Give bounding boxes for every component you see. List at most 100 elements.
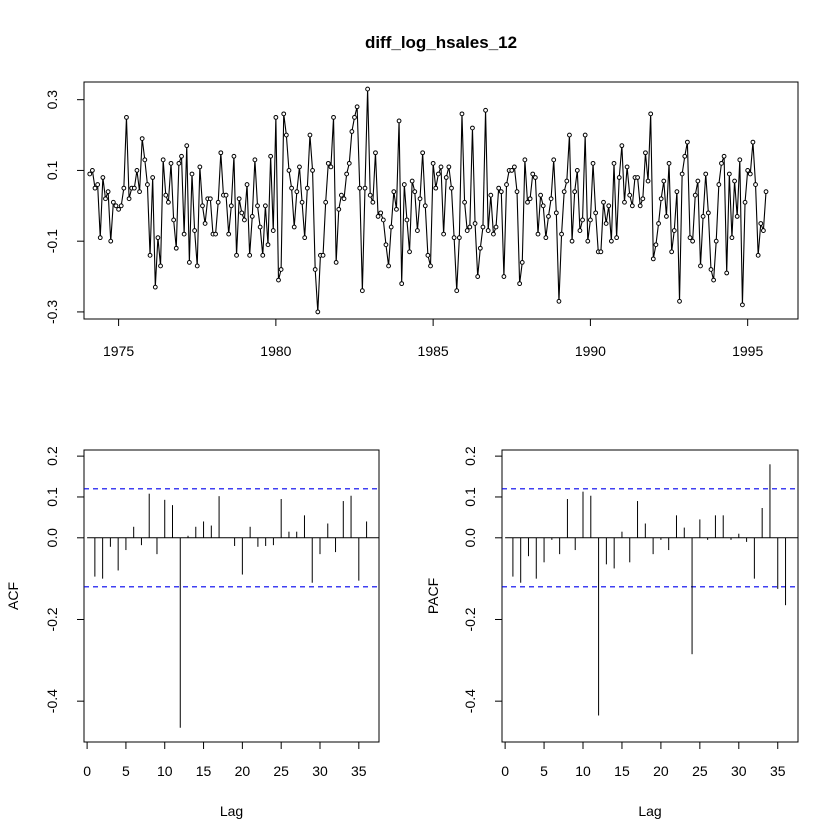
data-point <box>737 157 743 163</box>
data-point <box>472 221 478 226</box>
x-tick-label: 5 <box>540 763 548 779</box>
data-point <box>488 192 494 198</box>
data-point <box>370 199 376 205</box>
data-point <box>286 168 292 173</box>
data-point <box>635 175 640 180</box>
x-tick-label: 30 <box>731 763 747 779</box>
data-point <box>747 171 753 177</box>
data-point <box>378 210 384 216</box>
data-point <box>281 111 287 117</box>
data-point <box>399 281 405 287</box>
data-point <box>425 252 431 258</box>
data-point <box>459 111 465 117</box>
data-point <box>446 164 452 170</box>
x-axis-label: Lag <box>220 803 243 819</box>
data-point <box>226 231 232 237</box>
data-point <box>239 210 245 216</box>
data-point <box>509 168 515 173</box>
data-point <box>708 267 714 272</box>
data-point <box>118 203 124 209</box>
data-point <box>367 192 373 198</box>
x-tick-label: 0 <box>501 763 509 779</box>
data-point <box>189 171 195 177</box>
data-point <box>302 235 308 241</box>
y-tick-label: 0.3 <box>44 90 60 110</box>
data-point <box>137 189 142 195</box>
data-point <box>291 224 297 230</box>
data-point <box>176 160 182 166</box>
data-point <box>428 263 433 269</box>
data-point <box>561 189 567 195</box>
data-point <box>244 182 250 187</box>
data-point <box>761 228 766 233</box>
data-point <box>616 175 622 180</box>
data-point <box>682 153 688 159</box>
data-point <box>726 171 732 177</box>
data-point <box>105 189 111 195</box>
data-point <box>608 238 614 244</box>
x-tick-label: 0 <box>83 763 91 779</box>
data-point <box>593 210 599 216</box>
data-point <box>719 160 724 166</box>
data-point <box>228 203 234 209</box>
y-tick-label: -0.4 <box>462 689 478 713</box>
data-point <box>391 189 397 195</box>
data-point <box>299 199 305 205</box>
data-point <box>181 231 187 237</box>
data-point <box>304 185 310 191</box>
data-point <box>493 224 499 230</box>
data-point <box>535 231 541 237</box>
data-point <box>270 228 276 233</box>
y-tick-label: -0.3 <box>44 300 60 324</box>
data-point <box>331 114 336 120</box>
x-tick-label: 1995 <box>732 343 763 359</box>
data-point <box>574 168 580 173</box>
data-point <box>289 185 294 191</box>
data-point <box>179 153 184 159</box>
data-point <box>703 171 709 177</box>
data-point <box>532 175 538 180</box>
x-tick-label: 15 <box>196 763 212 779</box>
data-point <box>540 203 546 209</box>
data-point <box>742 199 748 205</box>
data-point <box>585 238 591 244</box>
data-point <box>713 238 719 244</box>
data-point <box>341 196 347 202</box>
x-tick-label: 30 <box>312 763 328 779</box>
x-tick-label: 20 <box>235 763 251 779</box>
data-point <box>202 221 208 226</box>
data-point <box>197 164 203 170</box>
x-tick-label: 1985 <box>418 343 449 359</box>
data-point <box>134 168 140 173</box>
y-tick-label: 0.1 <box>44 487 60 507</box>
y-axis-label: ACF <box>5 582 21 610</box>
data-point <box>166 199 171 205</box>
data-point <box>213 231 218 237</box>
data-point <box>268 153 274 159</box>
data-point <box>483 107 488 113</box>
x-tick-label: 1975 <box>103 343 134 359</box>
data-point <box>420 150 426 156</box>
data-point <box>158 263 163 269</box>
data-point <box>705 210 711 216</box>
y-tick-label: 0.1 <box>44 160 60 180</box>
data-point <box>297 164 302 170</box>
data-point <box>648 111 654 117</box>
data-point <box>438 164 444 170</box>
x-tick-label: 35 <box>351 763 367 779</box>
data-point <box>145 182 150 187</box>
data-point <box>645 178 651 184</box>
data-point <box>415 228 420 233</box>
data-point <box>467 224 473 230</box>
data-point <box>173 245 179 251</box>
data-point <box>124 114 129 120</box>
data-point <box>87 171 93 177</box>
data-point <box>614 235 620 241</box>
x-tick-label: 10 <box>575 763 591 779</box>
data-point <box>278 267 284 272</box>
data-point <box>242 217 247 223</box>
x-axis-label: Lag <box>638 803 661 819</box>
data-point <box>519 260 525 265</box>
data-point <box>108 238 114 244</box>
data-point <box>435 171 441 177</box>
